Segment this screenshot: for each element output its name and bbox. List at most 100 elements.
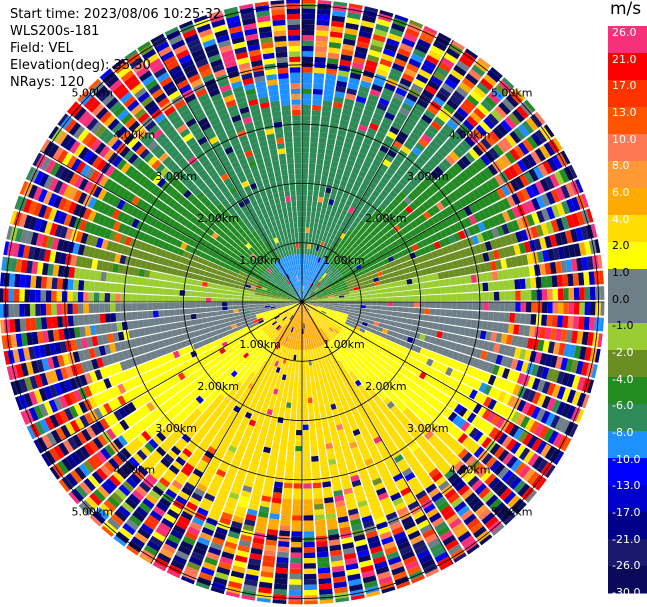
velocity-gate	[294, 456, 302, 463]
velocity-gate	[334, 318, 341, 324]
velocity-gate	[386, 38, 400, 48]
velocity-gate	[306, 304, 311, 309]
velocity-gate	[487, 311, 494, 321]
velocity-gate	[389, 384, 398, 392]
velocity-gate	[579, 346, 587, 360]
velocity-gate	[323, 297, 329, 300]
velocity-gate	[350, 321, 357, 326]
velocity-gate	[333, 150, 342, 158]
velocity-gate	[348, 121, 359, 130]
velocity-gate	[337, 288, 344, 293]
velocity-gate	[423, 59, 437, 70]
velocity-gate	[557, 302, 564, 314]
velocity-gate	[397, 365, 405, 374]
velocity-gate	[464, 152, 476, 164]
velocity-gate	[436, 330, 443, 339]
velocity-gate	[303, 286, 306, 292]
velocity-gate	[463, 217, 473, 228]
velocity-gate	[523, 325, 531, 337]
velocity-gate	[576, 257, 584, 272]
velocity-gate	[505, 357, 514, 369]
velocity-gate	[311, 238, 315, 245]
velocity-gate	[513, 88, 526, 101]
velocity-gate	[326, 288, 332, 293]
velocity-gate	[325, 285, 331, 290]
velocity-gate	[439, 339, 447, 348]
velocity-gate	[546, 157, 558, 172]
velocity-gate	[323, 267, 329, 273]
velocity-gate	[327, 293, 334, 297]
velocity-gate	[412, 405, 421, 415]
velocity-gate	[276, 422, 283, 429]
velocity-gate	[406, 259, 414, 267]
velocity-gate	[291, 402, 297, 409]
velocity-gate	[191, 319, 198, 326]
velocity-gate	[555, 328, 563, 342]
velocity-gate	[308, 174, 315, 180]
velocity-gate	[380, 265, 387, 271]
velocity-gate	[488, 147, 500, 160]
velocity-gate	[332, 260, 338, 267]
velocity-gate	[570, 359, 579, 374]
velocity-gate	[501, 469, 514, 483]
velocity-gate	[303, 477, 312, 484]
velocity-gate	[344, 27, 358, 36]
velocity-gate	[302, 13, 316, 20]
velocity-gate	[403, 267, 411, 274]
velocity-gate	[452, 90, 466, 102]
velocity-gate	[493, 281, 500, 291]
velocity-gate	[302, 243, 305, 249]
velocity-gate	[318, 449, 327, 456]
velocity-gate	[423, 374, 432, 383]
velocity-gate	[551, 275, 558, 288]
velocity-gate	[435, 66, 449, 78]
velocity-gate	[350, 202, 358, 210]
velocity-gate	[430, 155, 441, 166]
velocity-gate	[328, 257, 334, 263]
velocity-gate	[350, 278, 357, 283]
velocity-gate	[279, 406, 286, 413]
velocity-gate	[330, 266, 336, 272]
velocity-gate	[397, 291, 404, 297]
velocity-gate	[547, 288, 553, 301]
velocity-gate	[525, 302, 532, 313]
velocity-gate	[276, 556, 289, 564]
velocity-gate	[360, 20, 375, 29]
velocity-gate	[352, 228, 359, 236]
velocity-gate	[536, 379, 546, 393]
velocity-gate	[494, 105, 507, 119]
velocity-gate	[354, 292, 361, 297]
velocity-gate	[454, 392, 464, 403]
velocity-gate	[423, 383, 432, 393]
velocity-gate	[433, 280, 440, 288]
velocity-gate	[528, 325, 536, 338]
velocity-gate	[290, 547, 302, 553]
velocity-gate	[353, 286, 360, 291]
velocity-gate	[475, 418, 486, 430]
velocity-gate	[330, 258, 336, 265]
velocity-gate	[313, 286, 318, 292]
velocity-gate	[306, 295, 311, 300]
velocity-gate	[303, 291, 306, 297]
velocity-gate	[497, 322, 504, 333]
velocity-gate	[441, 331, 449, 340]
velocity-gate	[338, 295, 345, 298]
velocity-gate	[363, 318, 370, 323]
velocity-gate	[383, 324, 390, 330]
velocity-gate	[344, 223, 351, 231]
velocity-gate	[458, 267, 466, 276]
velocity-gate	[510, 411, 521, 424]
velocity-gate	[377, 230, 385, 238]
velocity-gate	[314, 503, 324, 510]
velocity-gate	[383, 185, 392, 194]
velocity-gate	[440, 173, 451, 184]
velocity-gate	[486, 321, 494, 331]
velocity-gate	[583, 316, 590, 331]
velocity-gate	[392, 302, 399, 307]
velocity-gate	[396, 317, 403, 323]
velocity-gate	[392, 306, 398, 312]
velocity-gate	[535, 408, 546, 422]
velocity-gate	[403, 296, 409, 302]
velocity-gate	[302, 344, 305, 351]
velocity-gate	[540, 410, 551, 424]
